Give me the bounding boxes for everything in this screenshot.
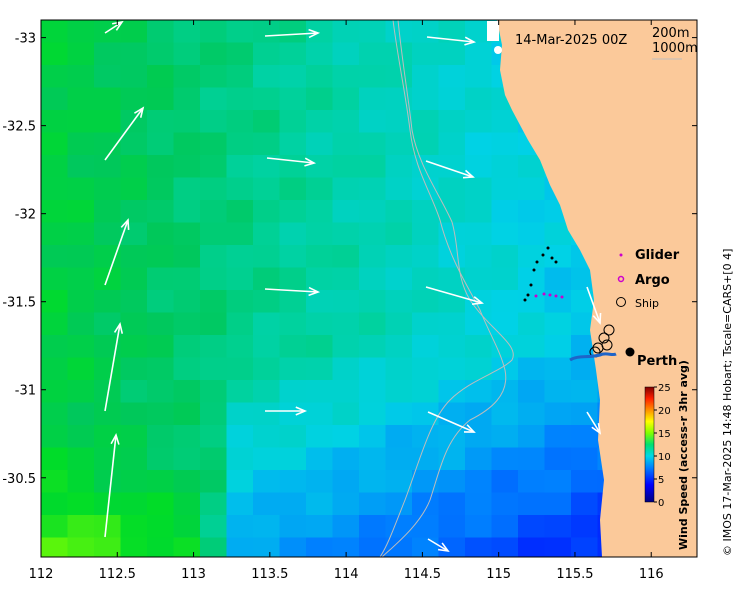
wind-arrow-head <box>464 36 477 46</box>
wind-arrow <box>264 288 319 293</box>
colorbar-gradient <box>644 386 655 503</box>
glider-positions <box>534 292 564 299</box>
colorbar-tick-label: 25 <box>658 383 671 394</box>
wind-arrow-head <box>591 422 602 435</box>
x-tick-label: 112.5 <box>99 567 136 582</box>
contour-1000m <box>379 20 514 557</box>
wind-arrow-head <box>295 406 308 416</box>
wind-arrow-head <box>471 296 484 306</box>
x-tick-label: 113 <box>181 567 206 582</box>
date-label: 14-Mar-2025 00Z <box>515 33 627 48</box>
points-legend: Glider Argo Ship <box>616 248 680 310</box>
wind-arrow <box>425 160 474 178</box>
colorbar-tick-label: 15 <box>658 429 671 440</box>
wind-arrow-head <box>112 20 124 31</box>
wind-arrow-head <box>134 106 145 118</box>
wind-arrow <box>104 219 129 286</box>
wind-arrow-head <box>308 286 321 297</box>
credit-text: © IMOS 17-Mar-2025 14:48 Hobart; Tscale=… <box>721 249 734 556</box>
wind-arrow <box>586 286 601 324</box>
wind-arrow-head <box>304 157 317 167</box>
island-marker <box>494 46 502 54</box>
land-patch <box>487 21 499 41</box>
x-tick-label: 116 <box>639 567 664 582</box>
wind-arrow <box>264 32 319 37</box>
wind-arrow <box>425 286 483 304</box>
colorbar-ticks: 0 5 10 15 20 25 <box>654 383 671 509</box>
wind-arrow <box>426 36 475 43</box>
wind-arrow <box>104 323 121 412</box>
colorbar-tick-label: 20 <box>658 406 671 417</box>
wind-arrow-head <box>110 432 120 445</box>
place-label-perth: Perth <box>637 354 677 369</box>
glider-legend-icon <box>619 253 623 257</box>
argo-legend-label: Argo <box>635 273 670 288</box>
bathymetry-contours <box>379 20 514 557</box>
x-axis: 112 112.5 113 113.5 114 114.5 115 115.5 116 <box>29 20 664 582</box>
wind-arrow <box>427 538 449 552</box>
y-tick-label: -30.5 <box>2 472 36 487</box>
glider-legend-label: Glider <box>635 248 680 263</box>
y-tick-label: -31 <box>15 384 36 399</box>
x-tick-label: 114 <box>334 567 359 582</box>
wind-arrow-head <box>120 218 130 231</box>
colorbar-tick-label: 5 <box>658 475 664 486</box>
contour-label-1000m: 1000m <box>652 41 698 56</box>
plot-area <box>41 20 697 557</box>
x-tick-label: 112 <box>29 567 54 582</box>
wind-arrow <box>104 21 123 34</box>
x-tick-label: 114.5 <box>404 567 441 582</box>
y-tick-label: -32.5 <box>2 120 36 135</box>
wind-arrow <box>104 434 117 538</box>
wind-arrow <box>104 107 144 161</box>
swan-river <box>569 352 617 362</box>
wind-arrow-head <box>462 169 475 179</box>
wind-arrows <box>104 20 602 553</box>
ship-legend-label: Ship <box>635 297 659 310</box>
y-tick-label: -31.5 <box>2 296 36 311</box>
wind-arrow-head <box>113 321 124 334</box>
wind-arrow-head <box>437 542 450 553</box>
colorbar: 0 5 10 15 20 25 Wind Speed (access-r 3hr avg) <box>644 360 690 550</box>
y-axis: -30.5 -31 -31.5 -32 -32.5 -33 <box>2 32 697 487</box>
wind-arrow <box>586 411 601 434</box>
colorbar-tick-label: 0 <box>658 498 664 509</box>
plot-frame <box>40 19 698 558</box>
contour-200m <box>381 20 507 557</box>
y-tick-label: -32 <box>15 208 36 223</box>
wind-arrow <box>427 411 475 433</box>
wind-arrow-head <box>592 312 602 325</box>
x-tick-label: 113.5 <box>251 567 288 582</box>
glider-track <box>523 246 558 302</box>
x-tick-label: 115.5 <box>556 567 593 582</box>
x-tick-label: 115 <box>486 567 511 582</box>
colorbar-label: Wind Speed (access-r 3hr avg) <box>677 360 690 550</box>
perth-marker <box>625 347 635 357</box>
contour-label-200m: 200m <box>652 26 689 41</box>
colorbar-tick-label: 10 <box>658 452 671 463</box>
y-tick-label: -33 <box>15 32 36 47</box>
argo-legend-icon <box>617 275 625 283</box>
wind-arrow <box>266 157 315 164</box>
wind-arrow-head <box>463 424 476 433</box>
wind-arrow-head <box>308 28 321 39</box>
ship-legend-icon <box>616 297 626 307</box>
